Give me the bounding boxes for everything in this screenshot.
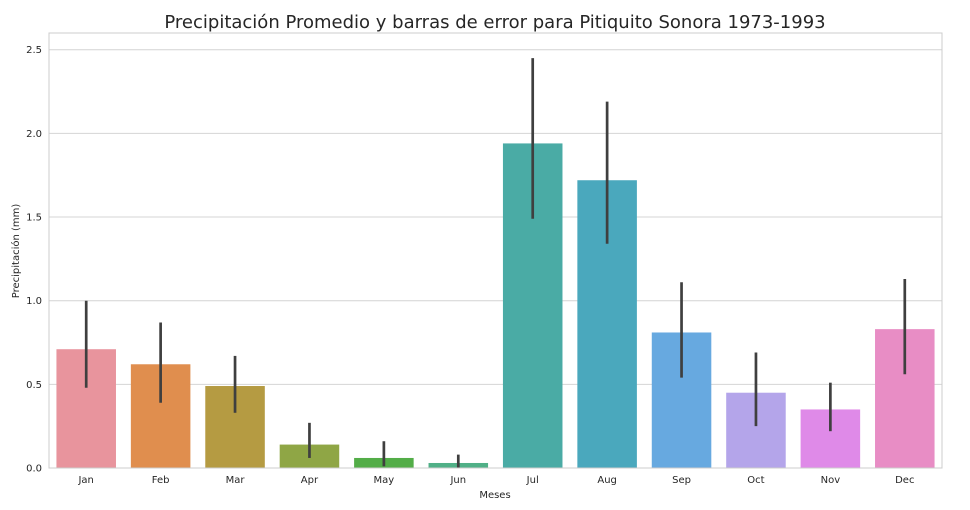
x-tick-label: May xyxy=(374,475,395,486)
y-axis-ticks: 0.0 0.5 1.0 1.5 2.0 2.5 xyxy=(26,45,42,474)
x-tick-label: Dec xyxy=(895,475,914,486)
y-tick-label: 1.5 xyxy=(26,213,42,224)
x-tick-label: Jan xyxy=(77,475,93,486)
x-tick-label: Feb xyxy=(152,475,170,486)
x-axis-ticks: Jan Feb Mar Apr May Jun Jul Aug Sep Oct Nov Dec xyxy=(77,475,914,486)
x-tick-label: Oct xyxy=(747,475,764,486)
x-tick-label: Jun xyxy=(449,475,466,486)
x-tick-label: Apr xyxy=(301,475,319,486)
y-tick-label: 0.5 xyxy=(26,380,42,391)
x-tick-label: Nov xyxy=(821,475,841,486)
plot-frame xyxy=(48,32,943,469)
x-axis-label: Meses xyxy=(479,490,510,501)
x-tick-label: Aug xyxy=(597,475,617,486)
y-tick-label: 1.0 xyxy=(26,296,42,307)
y-tick-label: 0.0 xyxy=(26,464,42,475)
chart-title: Precipitación Promedio y barras de error… xyxy=(164,12,825,33)
y-axis-label: Precipitación (mm) xyxy=(10,204,22,299)
error-bars xyxy=(84,58,907,468)
bars xyxy=(56,143,935,468)
y-tick-label: 2.5 xyxy=(26,45,42,56)
x-tick-label: Mar xyxy=(226,475,246,486)
x-tick-label: Jul xyxy=(526,475,539,486)
x-tick-label: Sep xyxy=(672,475,691,486)
y-tick-label: 2.0 xyxy=(26,129,42,140)
